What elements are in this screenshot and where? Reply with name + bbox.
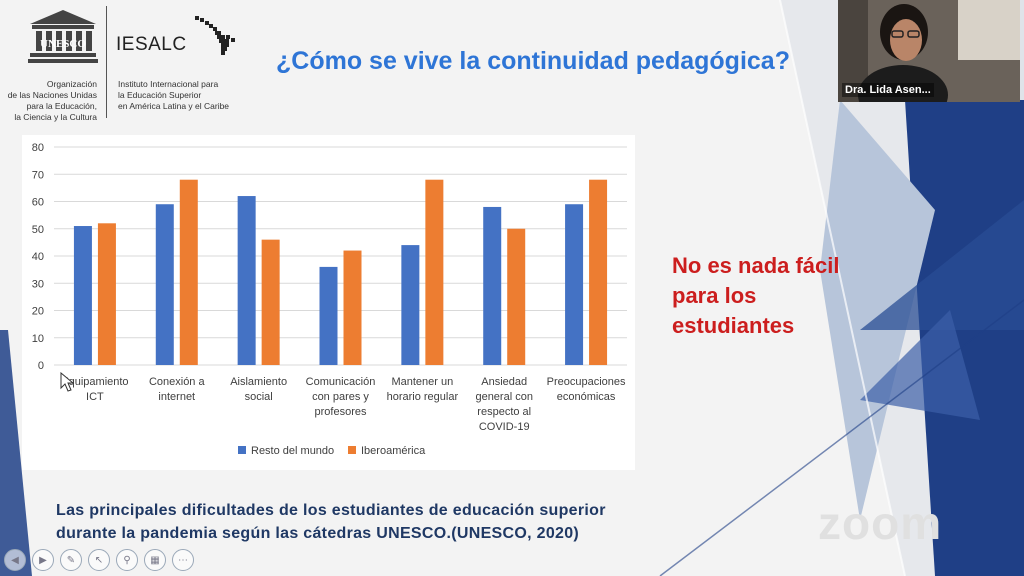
legend-swatch	[348, 446, 356, 454]
x-tick-label: horario regular	[387, 391, 459, 403]
iesalc-wordmark: IESALC	[116, 34, 187, 55]
iesalc-org-name: Instituto Internacional para la Educació…	[118, 79, 229, 112]
more-icon[interactable]: ⋯	[172, 549, 194, 571]
unesco-org-line: Organización	[46, 79, 97, 89]
y-tick-label: 60	[32, 197, 44, 209]
legend-label: Resto del mundo	[251, 445, 334, 457]
x-tick-label: Ansiedad	[481, 376, 527, 388]
bar-resto-del-mundo	[483, 206, 502, 365]
caption-line: durante la pandemia según las cátedras U…	[56, 525, 580, 542]
iesalc-org-line: la Educación Superior	[118, 90, 202, 100]
latin-america-map-icon	[195, 16, 235, 55]
x-tick-label: Equipamiento	[61, 376, 128, 388]
bar-iberoamerica	[507, 228, 526, 365]
y-tick-label: 40	[32, 251, 44, 263]
x-tick-label: con pares y	[312, 391, 369, 403]
unesco-org-line: la Ciencia y la Cultura	[14, 112, 97, 122]
slideshow-toolbar: ◀ ▶ ✎ ↖ ⚲ ▦ ⋯	[4, 549, 194, 571]
x-tick-label: económicas	[557, 391, 616, 403]
iesalc-org-line: Instituto Internacional para	[118, 79, 219, 89]
next-icon[interactable]: ▶	[32, 549, 54, 571]
y-tick-label: 20	[32, 306, 44, 318]
x-tick-label: ICT	[86, 391, 104, 403]
bar-resto-del-mundo	[237, 196, 256, 365]
bar-iberoamerica	[589, 179, 608, 365]
bar-iberoamerica	[179, 179, 198, 365]
slide-title: ¿Cómo se vive la continuidad pedagógica?	[276, 47, 790, 75]
bar-iberoamerica	[261, 239, 280, 365]
participant-video-tile[interactable]: Dra. Lida Asen...	[838, 0, 1020, 102]
iesalc-org-line: en América Latina y el Caribe	[118, 101, 230, 111]
x-tick-label: Comunicación	[306, 376, 376, 388]
bar-chart-container: 0 10 20 30 40 50 60 70 80 Equipamiento ICT Conexión…	[22, 135, 635, 470]
x-tick-label: profesores	[315, 406, 367, 418]
slide-caption: Las principales dificultades de los estu…	[56, 499, 696, 545]
unesco-wordmark: UNESCO	[40, 38, 86, 50]
x-tick-label: COVID-19	[479, 421, 530, 433]
side-message: No es nada fácil para los estudiantes	[672, 253, 840, 338]
pointer-icon[interactable]: ↖	[88, 549, 110, 571]
x-tick-label: Mantener un	[391, 376, 453, 388]
mouse-cursor-icon	[60, 372, 74, 392]
bar-resto-del-mundo	[73, 226, 92, 365]
legend-swatch	[238, 446, 246, 454]
caption-line: Las principales dificultades de los estu…	[56, 502, 606, 519]
prev-icon[interactable]: ◀	[4, 549, 26, 571]
bar-resto-del-mundo	[155, 204, 174, 365]
x-tick-label: general con	[475, 391, 533, 403]
logo-divider	[106, 6, 107, 118]
participant-video-feed	[838, 0, 1020, 102]
bar-resto-del-mundo	[401, 245, 420, 365]
bar-chart: 0 10 20 30 40 50 60 70 80 Equipamiento ICT Conexión…	[32, 142, 627, 457]
bar-iberoamerica	[97, 223, 116, 365]
y-tick-label: 10	[32, 333, 44, 345]
x-tick-label: Aislamiento	[230, 376, 287, 388]
unesco-logo: UNESCO	[28, 10, 98, 63]
unesco-org-line: para la Educación,	[26, 101, 97, 111]
participant-name-label: Dra. Lida Asen...	[842, 83, 934, 97]
pen-icon[interactable]: ✎	[60, 549, 82, 571]
y-tick-label: 80	[32, 142, 44, 154]
unesco-org-name: Organización de las Naciones Unidas para…	[0, 79, 97, 123]
y-tick-label: 70	[32, 169, 44, 181]
bar-resto-del-mundo	[565, 204, 584, 365]
legend-label: Iberoamérica	[361, 445, 426, 457]
x-tick-label: internet	[158, 391, 195, 403]
x-tick-label: respecto al	[477, 406, 531, 418]
y-tick-label: 0	[38, 360, 44, 372]
x-tick-label: Conexión a	[149, 376, 206, 388]
x-tick-label: social	[245, 391, 273, 403]
zoom-watermark: zoom	[818, 497, 943, 549]
bar-resto-del-mundo	[319, 266, 338, 365]
bar-iberoamerica	[425, 179, 444, 365]
bar-iberoamerica	[343, 250, 362, 365]
y-tick-label: 50	[32, 224, 44, 236]
y-tick-label: 30	[32, 278, 44, 290]
zoom-icon[interactable]: ⚲	[116, 549, 138, 571]
slides-icon[interactable]: ▦	[144, 549, 166, 571]
x-tick-label: Preocupaciones	[547, 376, 626, 388]
unesco-org-line: de las Naciones Unidas	[7, 90, 97, 100]
